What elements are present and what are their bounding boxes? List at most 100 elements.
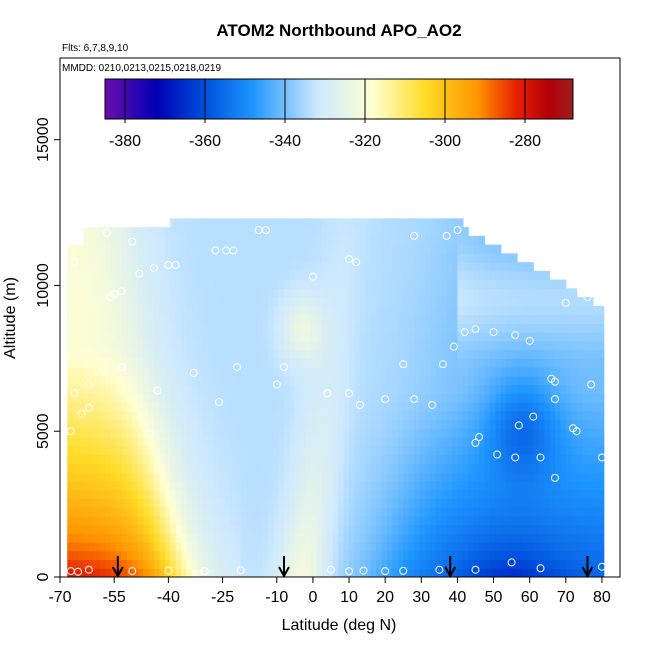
field-cell <box>370 218 377 228</box>
field-cell <box>235 498 242 508</box>
field-cell <box>381 559 388 569</box>
field-cell <box>370 454 377 464</box>
field-cell <box>202 227 209 237</box>
field-cell <box>289 262 296 272</box>
field-cell <box>321 297 328 307</box>
field-cell <box>224 507 231 517</box>
field-cell <box>224 384 231 394</box>
colorbar-tick-label: -320 <box>349 133 381 150</box>
field-cell <box>208 463 215 473</box>
field-cell <box>78 358 85 368</box>
field-cell <box>78 542 85 552</box>
field-cell <box>408 297 415 307</box>
field-cell <box>435 524 442 534</box>
field-cell <box>381 515 388 526</box>
field-cell <box>489 349 496 359</box>
field-cell <box>408 428 415 438</box>
observation-marker <box>189 368 198 377</box>
field-cell <box>105 235 112 246</box>
field-cell <box>386 533 393 543</box>
field-cell <box>256 323 263 333</box>
field-cell <box>289 568 296 577</box>
field-cell <box>143 270 150 281</box>
field-cell <box>511 550 518 561</box>
field-cell <box>273 437 280 447</box>
field-cell <box>354 340 361 351</box>
field-cell <box>300 340 307 351</box>
field-cell <box>294 454 301 464</box>
field-cell <box>592 568 599 577</box>
field-cell <box>592 454 599 464</box>
field-cell <box>403 419 410 429</box>
field-cell <box>408 515 415 526</box>
field-cell <box>386 498 393 508</box>
field-cell <box>164 323 171 333</box>
field-cell <box>267 463 274 473</box>
field-cell <box>300 297 307 307</box>
field-cell <box>549 489 556 499</box>
field-cell <box>327 227 334 237</box>
field-cell <box>479 314 486 324</box>
field-cell <box>506 358 513 368</box>
field-cell <box>403 384 410 394</box>
field-cell <box>549 542 556 552</box>
field-cell <box>549 323 556 333</box>
field-cell <box>468 542 475 552</box>
field-cell <box>327 393 334 403</box>
field-cell <box>479 445 486 456</box>
field-cell <box>273 314 280 324</box>
observation-marker <box>280 363 288 372</box>
field-cell <box>424 323 431 333</box>
field-cell <box>251 297 258 307</box>
field-cell <box>321 288 328 298</box>
field-cell <box>235 550 242 561</box>
field-cell <box>452 568 459 577</box>
field-cell <box>582 419 589 429</box>
field-cell <box>256 235 263 246</box>
field-cell <box>148 349 155 359</box>
field-cell <box>517 270 524 281</box>
field-cell <box>430 568 437 577</box>
field-cell <box>419 498 426 508</box>
field-cell <box>446 480 453 491</box>
field-cell <box>67 489 74 499</box>
field-cell <box>294 419 301 429</box>
field-cell <box>137 437 144 447</box>
field-cell <box>153 542 160 552</box>
field-cell <box>143 323 150 333</box>
field-cell <box>137 515 144 526</box>
field-cell <box>159 402 166 412</box>
field-cell <box>522 393 529 403</box>
field-cell <box>251 463 258 473</box>
field-cell <box>473 437 480 447</box>
field-cell <box>202 489 209 499</box>
field-cell <box>359 349 366 359</box>
field-cell <box>349 410 356 421</box>
field-cell <box>582 340 589 351</box>
field-cell <box>202 305 209 316</box>
field-cell <box>235 340 242 351</box>
field-cell <box>132 498 139 508</box>
field-cell <box>576 489 583 499</box>
field-cell <box>386 550 393 561</box>
field-cell <box>408 314 415 324</box>
field-cell <box>164 454 171 464</box>
field-cell <box>560 305 567 316</box>
field-cell <box>218 437 225 447</box>
field-cell <box>495 515 502 526</box>
field-cell <box>267 507 274 517</box>
field-cell <box>571 349 578 359</box>
field-cell <box>229 437 236 447</box>
field-cell <box>72 384 79 394</box>
field-cell <box>343 244 350 254</box>
field-cell <box>110 542 117 552</box>
field-cell <box>202 288 209 298</box>
field-cell <box>186 550 193 561</box>
field-cell <box>294 340 301 351</box>
field-cell <box>94 463 101 473</box>
field-cell <box>321 375 328 386</box>
field-cell <box>500 437 507 447</box>
field-cell <box>305 393 312 403</box>
field-cell <box>137 568 144 577</box>
field-cell <box>186 349 193 359</box>
